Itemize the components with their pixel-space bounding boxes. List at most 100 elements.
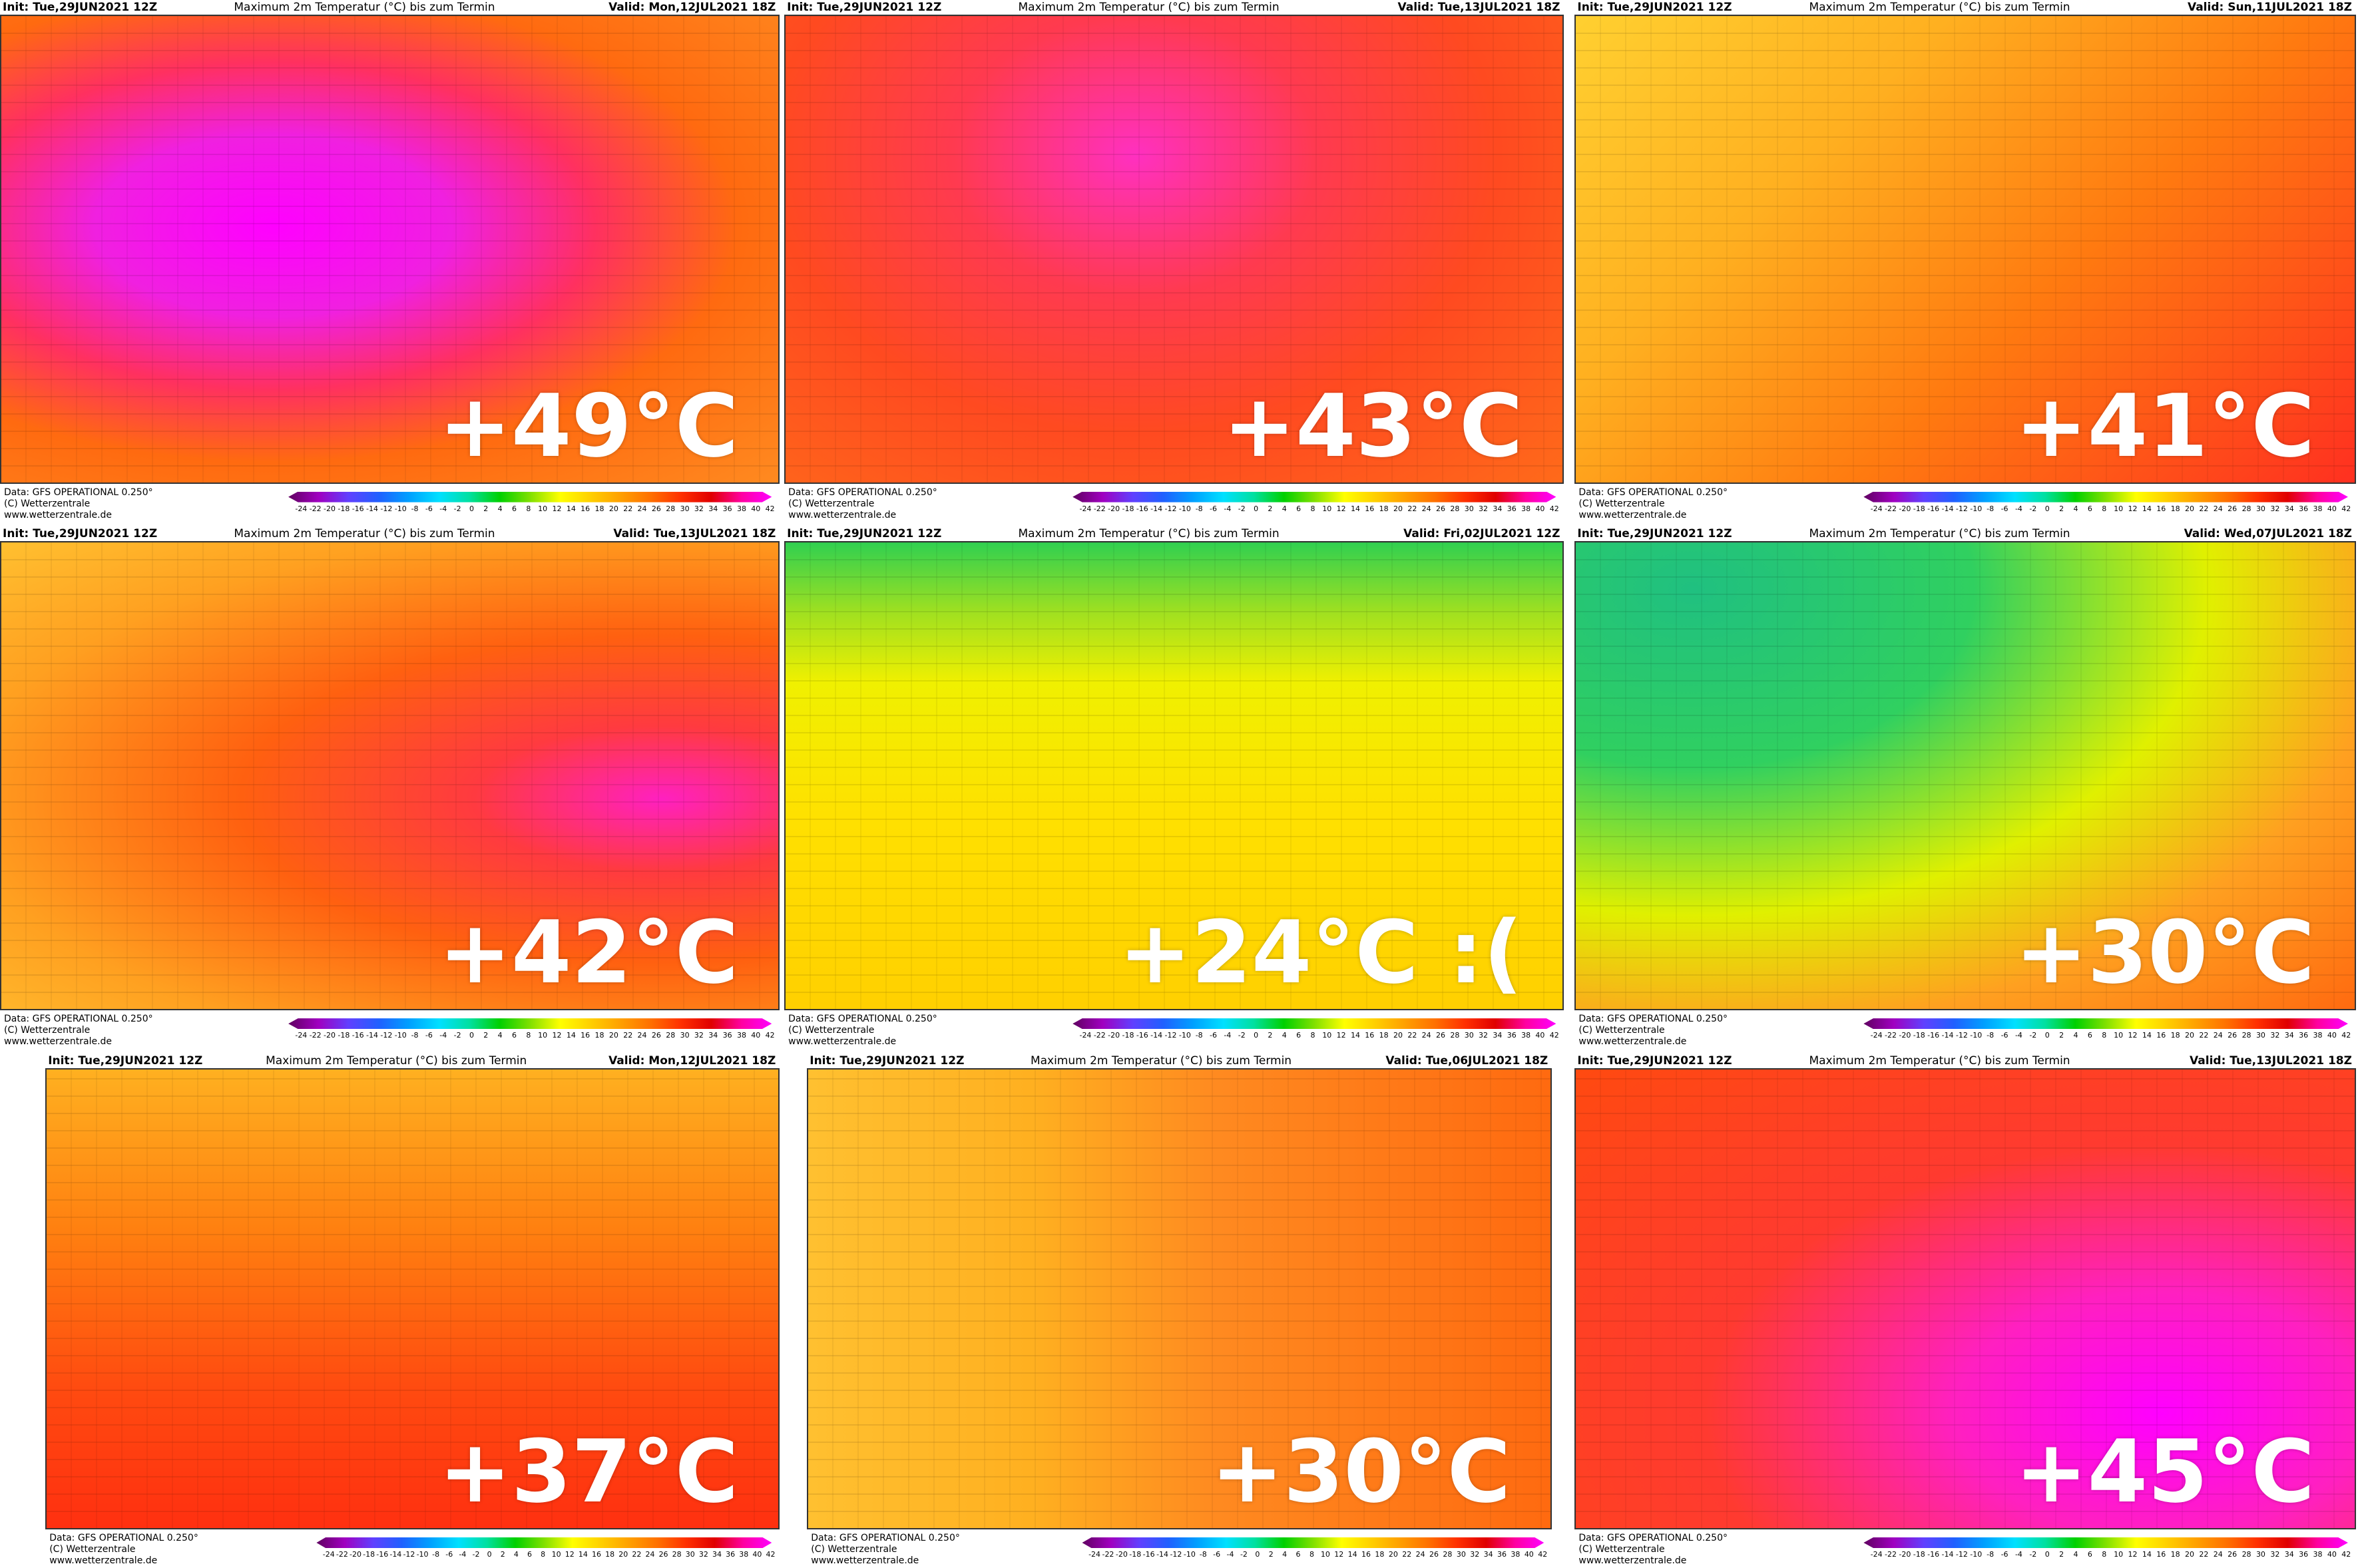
colorbar-tick: 0: [1255, 1549, 1260, 1559]
panel-header: Init: Tue,29JUN2021 12Z Maximum 2m Temper…: [0, 0, 780, 15]
colorbar-tick: -2: [2029, 1031, 2037, 1040]
colorbar-tick: 42: [1538, 1549, 1548, 1559]
colorbar-tick: -18: [1122, 1031, 1134, 1040]
colorbar-tick: -16: [376, 1549, 389, 1559]
copyright: (C) Wetterzentrale: [788, 498, 875, 509]
colorbar-tick: 12: [2128, 1549, 2138, 1559]
max-temp-label: +30°C: [1211, 1420, 1511, 1522]
colorbar-tick: -16: [352, 1031, 364, 1040]
max-temp-label: +37°C: [439, 1420, 739, 1522]
colorbar-tick: -12: [380, 504, 393, 513]
colorbar-tick: -12: [380, 1031, 393, 1040]
colorbar-tick: -18: [363, 1549, 375, 1559]
colorbar-tick: 42: [2341, 1031, 2351, 1040]
colorbar-tick: -10: [1970, 1549, 1983, 1559]
colorbar-tick: 22: [1407, 1031, 1417, 1040]
colorbar-tick: 10: [538, 1031, 548, 1040]
colorbar-tick: -14: [1156, 1549, 1169, 1559]
data-source: Data: GFS OPERATIONAL 0.250°: [788, 487, 937, 498]
colorbar-tick: 32: [698, 1549, 708, 1559]
colorbar-tick: 24: [2213, 504, 2223, 513]
colorbar-tick: -24: [1870, 504, 1883, 513]
colorbar-tick: 4: [2073, 1549, 2078, 1559]
colorbar-tick: 24: [2213, 1549, 2223, 1559]
colorbar-tick: 18: [605, 1549, 615, 1559]
colorbar-tick: 6: [2087, 1549, 2092, 1559]
colorbar-tick: -2: [453, 504, 461, 513]
colorbar-tick: -14: [1150, 1031, 1163, 1040]
data-source: Data: GFS OPERATIONAL 0.250°: [788, 1014, 937, 1025]
map-overlay: [786, 542, 1563, 1010]
colorbar-tick: 16: [2156, 504, 2166, 513]
map-panel: Init: Tue,29JUN2021 12Z Maximum 2m Temper…: [45, 1053, 780, 1568]
colorbar-tick: -6: [2001, 504, 2008, 513]
colorbar-tick: 34: [1493, 1031, 1503, 1040]
colorbar-tick: -10: [394, 504, 407, 513]
colorbar-tick: -16: [352, 504, 364, 513]
footer: Data: GFS OPERATIONAL 0.250° (C) Wetterze…: [811, 1533, 960, 1567]
temperature-map: +37°C: [45, 1068, 780, 1529]
colorbar-tick: 26: [1429, 1549, 1439, 1559]
colorbar-tick: -20: [350, 1549, 361, 1559]
colorbar-tick: -22: [1102, 1549, 1114, 1559]
colorbar-tick: 6: [527, 1549, 532, 1559]
colorbar-tick: 12: [1334, 1549, 1344, 1559]
colorbar-tick: 26: [2228, 504, 2238, 513]
colorbar-tick: 0: [2044, 504, 2050, 513]
colorbar-tick: 30: [685, 1549, 695, 1559]
colorbar-tick: 10: [1320, 1549, 1330, 1559]
title-text: Maximum 2m Temperatur (°C) bis zum Termi…: [1809, 1054, 2070, 1068]
colorbar-tick: 40: [751, 1031, 761, 1040]
website: www.wetterzentrale.de: [4, 1036, 113, 1048]
colorbar-tick: -18: [1913, 1549, 1925, 1559]
valid-text: Valid: Tue,13JUL2021 18Z: [613, 527, 776, 541]
colorbar-tick: 26: [651, 504, 661, 513]
footer: Data: GFS OPERATIONAL 0.250° (C) Wetterze…: [4, 487, 153, 521]
colorbar-tick: 42: [2341, 504, 2351, 513]
title-text: Maximum 2m Temperatur (°C) bis zum Termi…: [1018, 1, 1280, 14]
init-text: Init: Tue,29JUN2021 12Z: [1577, 1, 1732, 14]
title-text: Maximum 2m Temperatur (°C) bis zum Termi…: [1809, 1, 2070, 14]
colorbar-tick: -20: [1899, 504, 1911, 513]
colorbar-tick: 6: [2087, 1031, 2092, 1040]
colorbar-tick: 34: [708, 504, 718, 513]
map-overlay: [47, 1069, 779, 1528]
colorbar-tick: 12: [1336, 1031, 1346, 1040]
colorbar-tick: 32: [694, 504, 704, 513]
colorbar-tick: -20: [1899, 1031, 1911, 1040]
colorbar-tick: -8: [1199, 1549, 1207, 1559]
colorbar-tick: 42: [1549, 504, 1559, 513]
colorbar-tick: -18: [1129, 1549, 1142, 1559]
panel-header: Init: Tue,29JUN2021 12Z Maximum 2m Temper…: [0, 526, 780, 541]
footer: Data: GFS OPERATIONAL 0.250° (C) Wetterze…: [1578, 1533, 1728, 1567]
colorbar-tick: 38: [2313, 1031, 2323, 1040]
colorbar-tick: 42: [2341, 1549, 2351, 1559]
colorbar-tick: -6: [425, 504, 433, 513]
colorbar-tick: 2: [1268, 1549, 1274, 1559]
colorbar-tick: 30: [2255, 1031, 2265, 1040]
colorbar-tick: -6: [2001, 1549, 2008, 1559]
temperature-map: +30°C: [1574, 541, 2356, 1011]
colorbar-tick: 24: [645, 1549, 655, 1559]
colorbar-tick: -20: [1899, 1549, 1911, 1559]
colorbar-tick: 18: [594, 504, 604, 513]
footer: Data: GFS OPERATIONAL 0.250° (C) Wetterze…: [1578, 487, 1728, 521]
map-panel: Init: Tue,29JUN2021 12Z Maximum 2m Temper…: [784, 526, 1564, 1050]
colorbar-tick: 14: [578, 1549, 588, 1559]
colorbar-tick: -8: [411, 504, 419, 513]
title-text: Maximum 2m Temperatur (°C) bis zum Termi…: [1030, 1054, 1292, 1068]
colorbar-tick: 28: [2242, 504, 2251, 513]
title-text: Maximum 2m Temperatur (°C) bis zum Termi…: [234, 1, 495, 14]
colorbar-tick: 8: [526, 504, 531, 513]
colorbar-tick: 20: [2185, 1031, 2195, 1040]
colorbar-tick: 38: [1511, 1549, 1521, 1559]
colorbar-tick: -22: [1093, 504, 1106, 513]
colorbar-tick: -2: [2029, 1549, 2037, 1559]
colorbar-tick: 42: [765, 504, 775, 513]
website: www.wetterzentrale.de: [788, 509, 897, 520]
colorbar-tick: -6: [1210, 504, 1218, 513]
colorbar-tick: 20: [1393, 504, 1403, 513]
colorbar-tick: 22: [2199, 1031, 2209, 1040]
copyright: (C) Wetterzentrale: [1578, 1543, 1665, 1555]
colorbar-tick: 4: [1282, 504, 1287, 513]
